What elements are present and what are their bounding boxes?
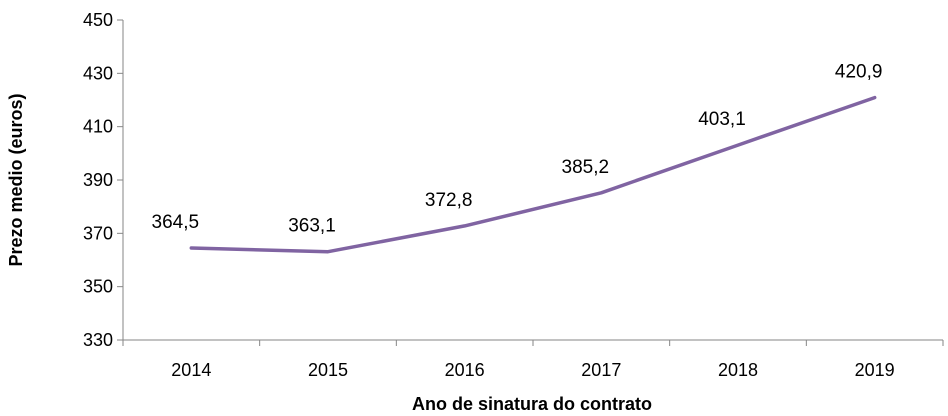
data-label: 385,2 — [562, 157, 610, 178]
x-tick-label: 2014 — [171, 360, 211, 380]
data-labels: 364,5 363,1 372,8 385,2 403,1 420,9 — [152, 62, 883, 237]
data-label: 420,9 — [835, 62, 883, 83]
y-tick-label: 410 — [83, 117, 113, 137]
y-tick-label: 350 — [83, 277, 113, 297]
x-tick-label: 2017 — [581, 360, 621, 380]
x-tick-label: 2015 — [308, 360, 348, 380]
y-tick-label: 390 — [83, 170, 113, 190]
y-tick-label: 330 — [83, 330, 113, 350]
data-label: 403,1 — [698, 109, 746, 130]
data-label: 372,8 — [425, 190, 473, 211]
x-tick-label: 2018 — [718, 360, 758, 380]
x-tick-label: 2019 — [855, 360, 895, 380]
data-label: 363,1 — [288, 216, 336, 237]
series-line — [189, 95, 877, 254]
y-axis: 330 350 370 390 410 430 450 — [83, 10, 124, 350]
y-axis-title: Prezo medio (euros) — [6, 93, 26, 266]
y-tick-label: 450 — [83, 10, 113, 30]
x-axis-title: Ano de sinatura do contrato — [412, 394, 652, 414]
y-tick-label: 370 — [83, 223, 113, 243]
x-axis: 2014 2015 2016 2017 2018 2019 — [122, 339, 944, 380]
y-tick-label: 430 — [83, 63, 113, 83]
series-group — [189, 95, 877, 254]
x-tick-label: 2016 — [445, 360, 485, 380]
data-label: 364,5 — [152, 212, 200, 233]
